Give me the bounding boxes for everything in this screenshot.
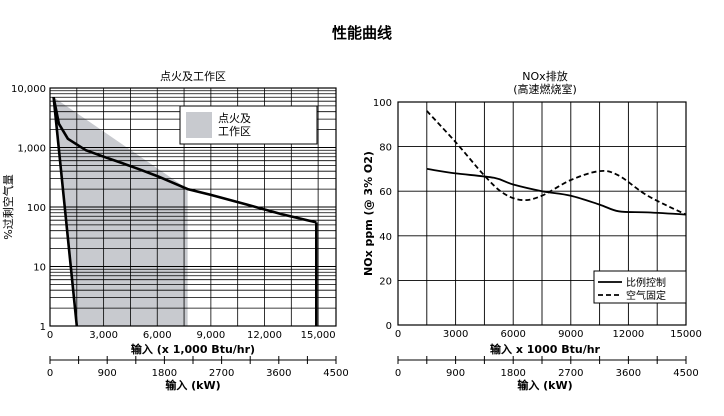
secondary-tick-label: 3600 [266,368,291,379]
secondary-axis-label: 输入 (kW) [517,378,572,392]
page-title: 性能曲线 [331,24,392,42]
y-axis-label: NOx ppm (@ 3% O2) [362,151,375,276]
chart-title: NOx排放 [522,69,567,83]
secondary-tick-label: 3600 [616,368,641,379]
legend-label: 点火及 [218,112,251,125]
x-tick-label: 9000 [558,329,583,340]
x-axis-label: 输入 (x 1,000 Btu/hr) [131,342,255,356]
series-line-1 [426,110,687,216]
y-tick-label: 0 [386,321,392,332]
secondary-tick-label: 0 [47,368,53,379]
x-tick-label: 9,000 [197,330,226,341]
y-tick-label: 80 [379,143,392,154]
y-tick-label: 10,000 [11,84,46,95]
series-line-0 [426,168,687,216]
x-tick-label: 0 [47,330,53,341]
y-tick-label: 20 [379,276,392,287]
y-tick-label: 40 [379,232,392,243]
x-tick-label: 12,000 [247,330,282,341]
shaded-region [53,97,188,326]
legend-box [593,270,687,304]
y-tick-label: 100 [373,98,392,109]
x-tick-label: 12000 [612,329,644,340]
x-tick-label: 6000 [500,329,525,340]
legend-label: 空气固定 [626,289,666,302]
y-tick-label: 1,000 [17,144,46,155]
x-tick-label: 6,000 [143,330,172,341]
legend-label: 比例控制 [626,276,666,289]
y-tick-label: 10 [33,263,46,274]
series-line-0 [52,96,317,224]
secondary-tick-label: 1800 [152,368,177,379]
secondary-tick-label: 2700 [209,368,234,379]
x-tick-label: 15000 [670,329,702,340]
y-axis-label: %过剩空气量 [1,174,15,239]
plot-frame [49,87,337,327]
secondary-tick-label: 2700 [558,368,583,379]
x-tick-label: 3000 [443,329,468,340]
secondary-tick-label: 900 [446,368,465,379]
legend-label: 工作区 [218,125,251,138]
x-tick-label: 15,000 [301,330,336,341]
secondary-tick-label: 4500 [673,368,698,379]
secondary-axis-label: 输入 (kW) [165,378,220,392]
legend-swatch [186,112,212,138]
y-tick-label: 1 [40,322,46,333]
secondary-tick-label: 4500 [323,368,348,379]
x-tick-label: 0 [395,329,401,340]
chart-title: 点火及工作区 [160,70,226,83]
series-line-1 [52,97,79,327]
secondary-tick-label: 1800 [500,368,525,379]
y-tick-label: 60 [379,187,392,198]
secondary-tick-label: 0 [395,368,401,379]
x-axis-label: 输入 x 1000 Btu/hr [490,342,601,356]
secondary-tick-label: 900 [98,368,117,379]
chart-subtitle: (高速燃烧室) [513,82,577,96]
plot-frame [397,101,687,326]
x-tick-label: 3,000 [89,330,118,341]
y-tick-label: 100 [27,203,46,214]
